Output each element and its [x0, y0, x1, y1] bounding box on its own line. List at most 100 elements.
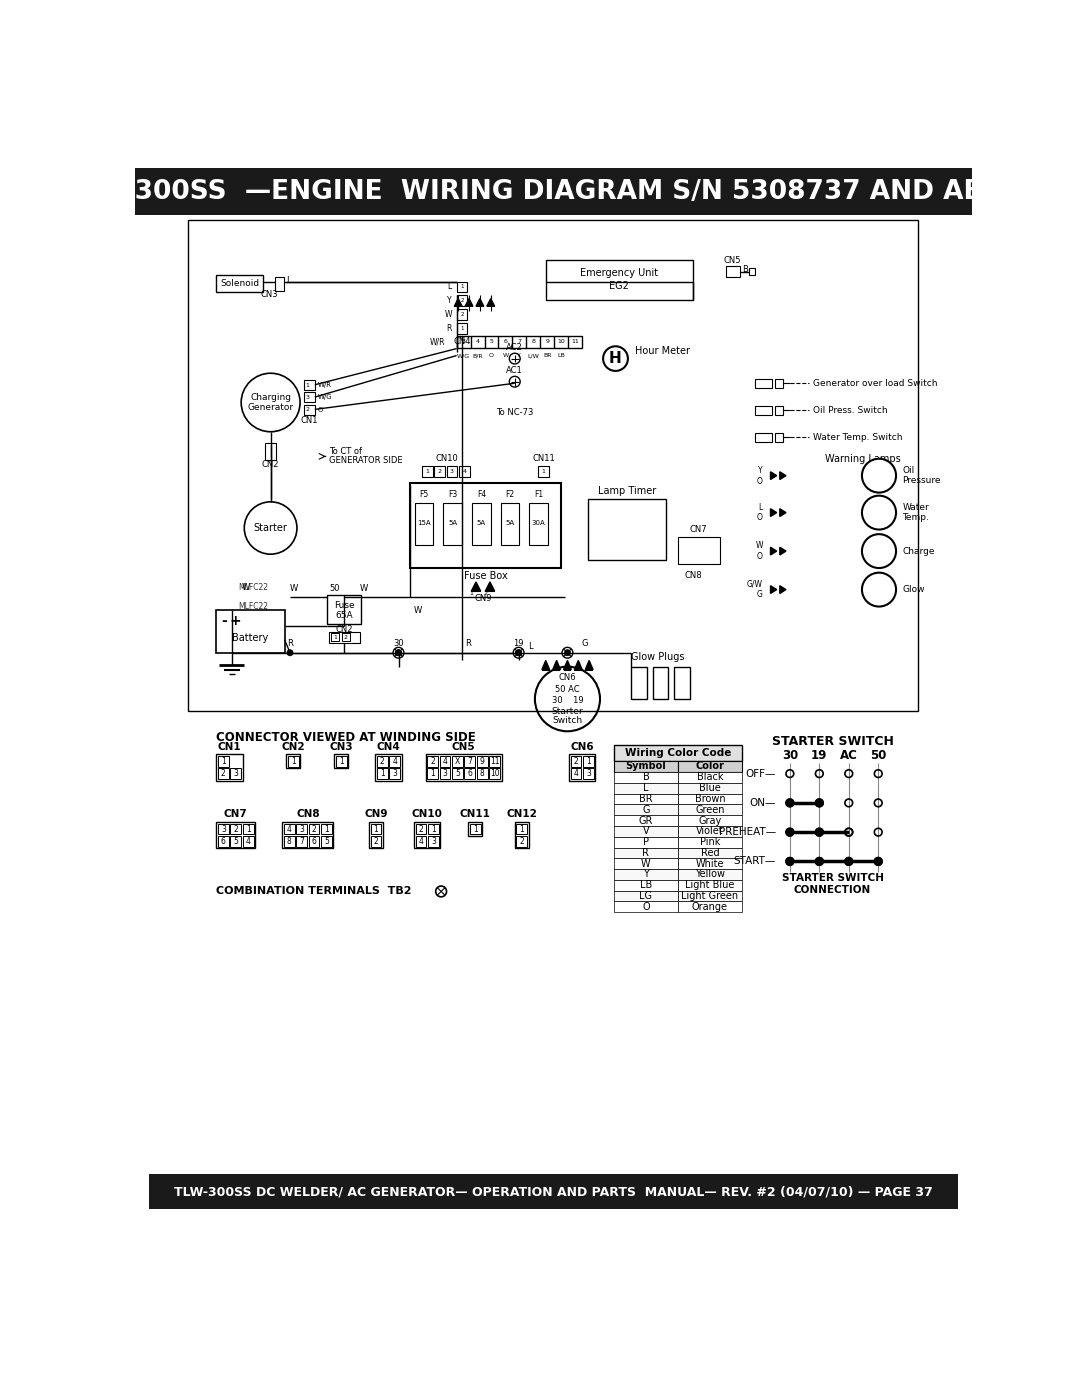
- Text: 7: 7: [299, 837, 305, 847]
- Text: R: R: [287, 638, 293, 648]
- Text: CN11: CN11: [460, 809, 490, 820]
- Polygon shape: [553, 661, 561, 669]
- Text: 2: 2: [419, 824, 423, 834]
- Bar: [451, 768, 463, 780]
- Text: 1: 1: [380, 770, 384, 778]
- Text: Color: Color: [696, 761, 725, 771]
- Text: B/R: B/R: [472, 353, 483, 358]
- Text: 2: 2: [374, 837, 378, 847]
- Text: F2: F2: [505, 490, 515, 499]
- Text: CN1: CN1: [300, 416, 319, 426]
- Bar: [748, 268, 755, 275]
- Text: 1: 1: [333, 634, 337, 640]
- Text: LB: LB: [639, 880, 652, 890]
- Text: W/G: W/G: [457, 353, 470, 358]
- Text: L: L: [528, 643, 532, 651]
- Circle shape: [815, 828, 823, 835]
- Text: 1: 1: [519, 824, 524, 834]
- Polygon shape: [780, 509, 786, 517]
- Text: AC2: AC2: [507, 344, 523, 352]
- Bar: [613, 891, 678, 901]
- Text: 2: 2: [312, 824, 316, 834]
- Bar: [342, 633, 350, 641]
- Text: 1: 1: [430, 770, 435, 778]
- Circle shape: [815, 799, 823, 806]
- Text: Red: Red: [701, 848, 719, 858]
- Bar: [570, 768, 581, 780]
- Bar: [370, 824, 381, 834]
- Text: Oil
Pressure: Oil Pressure: [902, 467, 941, 485]
- Text: Light Green: Light Green: [681, 891, 739, 901]
- Bar: [230, 824, 241, 834]
- Bar: [613, 880, 678, 891]
- Bar: [377, 756, 388, 767]
- Text: 1: 1: [426, 469, 429, 475]
- Polygon shape: [770, 472, 777, 479]
- Text: 1: 1: [460, 285, 463, 289]
- Text: COMBINATION TERMINALS  TB2: COMBINATION TERMINALS TB2: [216, 887, 411, 897]
- Circle shape: [287, 650, 293, 655]
- Bar: [545, 260, 693, 300]
- Text: CN11: CN11: [532, 454, 555, 464]
- Text: AC: AC: [840, 749, 858, 761]
- Bar: [489, 756, 500, 767]
- Bar: [369, 823, 383, 848]
- Bar: [216, 823, 255, 848]
- Text: CONNECTOR VIEWED AT WINDING SIDE: CONNECTOR VIEWED AT WINDING SIDE: [216, 731, 476, 745]
- Circle shape: [565, 650, 570, 655]
- Text: EG2: EG2: [609, 281, 630, 291]
- Circle shape: [875, 858, 882, 865]
- Bar: [321, 824, 332, 834]
- Bar: [613, 805, 678, 816]
- Text: O: O: [318, 407, 323, 412]
- Text: Fuse: Fuse: [334, 601, 354, 609]
- Text: O: O: [757, 552, 762, 562]
- Text: X: X: [455, 757, 460, 766]
- Text: Lamp Timer: Lamp Timer: [598, 486, 657, 496]
- Polygon shape: [487, 299, 495, 306]
- Text: 30: 30: [782, 749, 798, 761]
- Text: 50: 50: [329, 584, 340, 592]
- Text: 2: 2: [484, 591, 487, 597]
- Bar: [613, 858, 678, 869]
- Text: To NC-73: To NC-73: [496, 408, 534, 416]
- Bar: [583, 756, 594, 767]
- Text: 3: 3: [443, 770, 447, 778]
- Text: CN7: CN7: [224, 809, 247, 820]
- Text: 5: 5: [233, 837, 239, 847]
- Bar: [410, 483, 562, 569]
- Bar: [678, 826, 742, 837]
- Text: Y: Y: [447, 296, 451, 306]
- Text: Starter: Starter: [552, 707, 583, 715]
- Bar: [218, 835, 229, 847]
- Text: CN3: CN3: [329, 742, 353, 752]
- Text: Water
Temp.: Water Temp.: [902, 503, 929, 522]
- Bar: [755, 433, 772, 441]
- Text: 30    19: 30 19: [552, 696, 583, 705]
- Text: -: -: [221, 615, 227, 629]
- Bar: [631, 666, 647, 698]
- Text: START—: START—: [733, 856, 775, 866]
- Text: CN6: CN6: [558, 673, 577, 682]
- Text: CN8: CN8: [685, 571, 702, 580]
- Text: 5A: 5A: [448, 520, 457, 527]
- Bar: [589, 499, 666, 560]
- Text: Charging: Charging: [251, 393, 292, 401]
- Text: O: O: [757, 476, 762, 486]
- Polygon shape: [633, 546, 640, 556]
- Text: L/W: L/W: [527, 353, 539, 358]
- Text: Switch: Switch: [552, 717, 582, 725]
- Text: 1: 1: [221, 757, 226, 766]
- Text: GR: GR: [638, 816, 653, 826]
- Text: STARTER SWITCH
CONNECTION: STARTER SWITCH CONNECTION: [782, 873, 883, 894]
- Bar: [334, 754, 348, 768]
- Text: 1: 1: [246, 824, 251, 834]
- Bar: [422, 467, 433, 478]
- Text: 4: 4: [475, 339, 480, 344]
- Bar: [389, 756, 400, 767]
- Text: Generator over load Switch: Generator over load Switch: [813, 379, 937, 388]
- Bar: [440, 756, 450, 767]
- Text: 15A: 15A: [417, 520, 431, 527]
- Bar: [309, 824, 320, 834]
- Bar: [501, 503, 519, 545]
